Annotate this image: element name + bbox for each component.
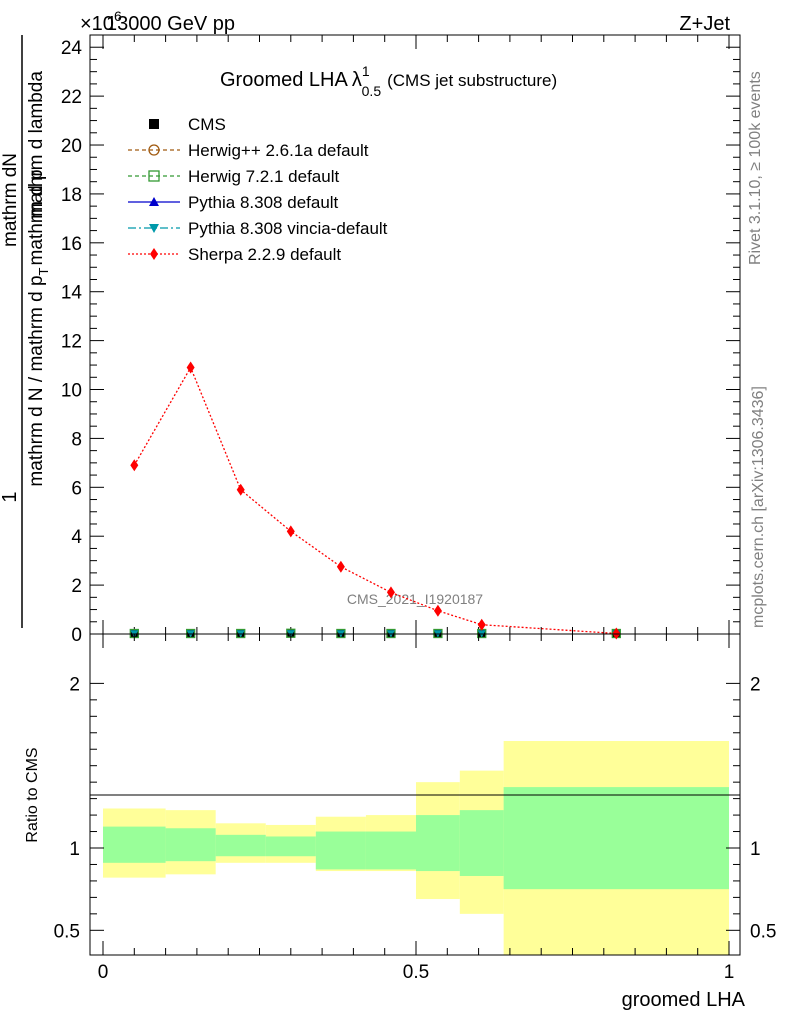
main-x-ticks — [102, 35, 730, 634]
ratio-band-inner — [315, 831, 366, 870]
sherpa-point — [386, 586, 395, 599]
ratio-band-inner — [165, 828, 216, 862]
main-ytick-label: 2 — [71, 576, 82, 597]
ratio-band-inner — [459, 810, 504, 876]
ratio-ytick-label-right: 2 — [750, 674, 761, 695]
ratio-band-inner — [265, 836, 316, 857]
process-label: Z+Jet — [679, 13, 730, 35]
main-ytick-label: 20 — [61, 136, 82, 157]
ylabel-numerator-top: mathrm dN — [0, 153, 21, 247]
main-ytick-label: 8 — [71, 429, 82, 450]
ratio-band-inner — [416, 815, 460, 872]
main-ytick-label: 22 — [61, 87, 82, 108]
ratio-band-inner — [215, 834, 266, 857]
ratio-panel: 0.5 0.51 12 2 0 0.5 1 Ratio to CMS groomed LH… — [24, 633, 777, 1011]
chart-title: Groomed LHA λ1 0.5(CMS jet substructure) — [220, 63, 557, 99]
legend-item: CMS — [149, 115, 226, 134]
sherpa-point — [130, 459, 139, 472]
ratio-ylabel: Ratio to CMS — [24, 747, 41, 842]
ratio-xtick-label: 0.5 — [403, 962, 429, 983]
sherpa-line — [133, 366, 617, 635]
legend-label: CMS — [188, 115, 226, 134]
legend-label: Pythia 8.308 vincia-default — [188, 219, 388, 238]
legend-label: Pythia 8.308 default — [188, 193, 339, 212]
main-ytick-label: 10 — [61, 381, 82, 402]
main-ytick-label: 14 — [61, 283, 83, 304]
ylabel-denominator: mathrm d N / mathrm d pTmathrm d p — [26, 169, 51, 486]
legend-item: Herwig 7.2.1 default — [128, 167, 339, 186]
ratio-x-axis: 0 0.5 1 — [98, 634, 735, 983]
energy-label: 13000 GeV pp — [106, 13, 235, 35]
sherpa-point — [336, 560, 345, 573]
ylabel-one: 1 — [0, 491, 21, 502]
legend-marker — [149, 197, 159, 206]
legend-marker — [149, 224, 159, 233]
sherpa-point — [477, 618, 486, 631]
sherpa-point — [186, 361, 195, 374]
ratio-panel-frame — [89, 633, 741, 956]
main-ytick-label: 4 — [71, 527, 82, 548]
ratio-ytick-label-right: 0.5 — [750, 921, 776, 942]
legend-marker — [150, 248, 158, 260]
sherpa-point — [286, 525, 295, 538]
ratio-ytick-label: 2 — [69, 674, 80, 695]
legend-item: Pythia 8.308 default — [128, 193, 339, 212]
main-ytick-label: 0 — [71, 625, 82, 646]
ratio-xtick-label: 1 — [724, 962, 735, 983]
legend-item: Pythia 8.308 vincia-default — [128, 219, 388, 238]
legend-marker — [148, 144, 160, 156]
sherpa-point — [236, 483, 245, 496]
legend: CMS Herwig++ 2.6.1a default Herwig 7.2.1 d… — [128, 115, 388, 264]
ratio-ytick-label: 1 — [69, 839, 80, 860]
ylabel-denominator-top: mathrm d lambda — [26, 71, 47, 219]
rivet-label: Rivet 3.1.10, ≥ 100k events — [747, 71, 764, 265]
legend-label: Herwig++ 2.6.1a default — [188, 141, 369, 160]
ratio-band-inner — [103, 826, 166, 863]
ratio-band-inner — [503, 787, 729, 890]
ratio-bands — [103, 741, 729, 955]
main-ytick-label: 6 — [71, 478, 82, 499]
legend-label: Sherpa 2.2.9 default — [188, 245, 341, 264]
main-ytick-label: 16 — [61, 234, 82, 255]
legend-item: Herwig++ 2.6.1a default — [128, 141, 369, 160]
ratio-band-inner — [365, 831, 416, 870]
main-y-axis-label: 1 mathrm d N / mathrm d pTmathrm d p mat… — [0, 35, 51, 628]
x-axis-label: groomed LHA — [622, 989, 746, 1011]
legend-marker — [148, 170, 160, 182]
legend-marker — [149, 119, 159, 129]
watermark: CMS_2021_I1920187 — [347, 591, 483, 607]
legend-item: Sherpa 2.2.9 default — [128, 245, 341, 264]
sherpa-point — [433, 604, 442, 617]
ratio-xtick-label: 0 — [98, 962, 109, 983]
y-exponent: ×106 — [80, 8, 122, 35]
main-ytick-label: 24 — [61, 38, 83, 59]
legend-label: Herwig 7.2.1 default — [188, 167, 339, 186]
main-ytick-label: 12 — [61, 332, 82, 353]
mcplots-label: mcplots.cern.ch [arXiv:1306.3436] — [750, 386, 767, 628]
main-ytick-label: 18 — [61, 185, 82, 206]
ratio-y-axis: 0.5 0.5 1 1 2 2 — [54, 674, 777, 942]
ratio-ytick-label: 0.5 — [54, 921, 80, 942]
ratio-ytick-label-right: 1 — [750, 839, 761, 860]
